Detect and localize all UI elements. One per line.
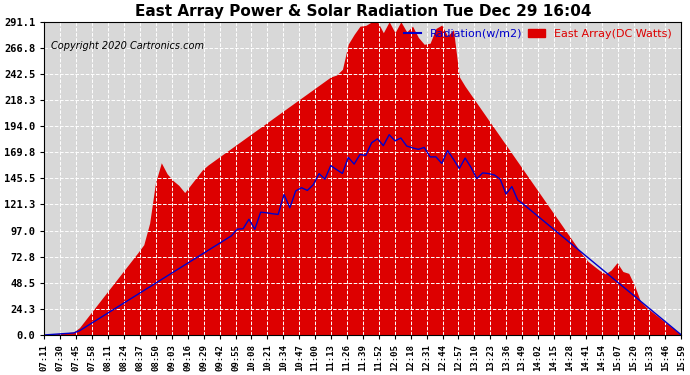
Title: East Array Power & Solar Radiation Tue Dec 29 16:04: East Array Power & Solar Radiation Tue D… [135,4,591,19]
Legend: Radiation(w/m2), East Array(DC Watts): Radiation(w/m2), East Array(DC Watts) [400,24,676,43]
Text: Copyright 2020 Cartronics.com: Copyright 2020 Cartronics.com [51,40,204,51]
